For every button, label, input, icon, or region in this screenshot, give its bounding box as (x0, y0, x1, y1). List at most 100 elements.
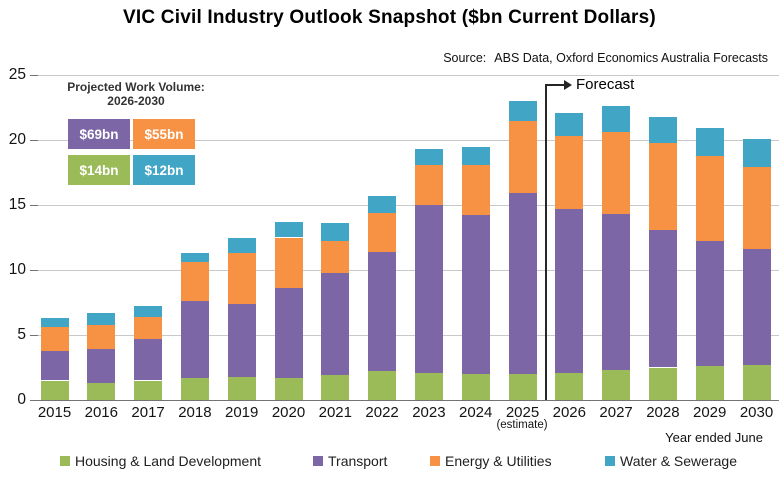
bar-segment-2025-energy-utilities (508, 120, 537, 194)
y-axis-tick-20 (30, 139, 38, 141)
legend: Housing & Land Development Transport Energ… (0, 453, 779, 475)
bar-segment-2023-transport (414, 205, 443, 373)
x-axis-label-2027: 2027 (599, 404, 633, 421)
x-axis-label-2015: 2015 (37, 404, 72, 421)
projected-volume-line1: Projected Work Volume: (67, 80, 205, 94)
y-axis-tick-5 (30, 334, 38, 336)
gridline-5 (38, 334, 779, 336)
x-axis-label-2024: 2024 (459, 404, 493, 421)
projected-box-transport: $69bn (68, 119, 130, 149)
bar-segment-2024-water-sewerage (461, 146, 490, 165)
bar-segment-2024-energy-utilities (461, 164, 490, 216)
bar-segment-2027-water-sewerage (602, 106, 631, 133)
bar-segment-2027-energy-utilities (602, 132, 631, 215)
x-axis-label-2030: 2030 (739, 404, 774, 421)
legend-label-transport: Transport (328, 453, 388, 469)
gridline-25 (38, 74, 779, 76)
legend-label-housing-land-development: Housing & Land Development (75, 453, 262, 469)
estimate-note: (estimate) (496, 419, 548, 431)
bar-segment-2016-transport (87, 349, 116, 384)
projected-box-water-sewerage: $12bn (133, 155, 195, 185)
bar-segment-2030-energy-utilities (742, 167, 771, 250)
y-axis-label-0: 0 (17, 391, 26, 408)
bar-segment-2027-transport (602, 214, 631, 371)
x-axis-label-2017: 2017 (131, 404, 165, 421)
legend-label-energy-utilities: Energy & Utilities (445, 453, 552, 469)
legend-swatch-transport (313, 456, 323, 466)
bar-segment-2022-housing-land-development (368, 371, 397, 400)
bar-segment-2015-housing-land-development (40, 380, 69, 400)
bar-segment-2025-water-sewerage (508, 101, 537, 121)
y-axis-label-10: 10 (8, 261, 26, 278)
bar-segment-2022-water-sewerage (368, 195, 397, 213)
projected-volume-note: Projected Work Volume: 2026-2030 (46, 80, 226, 108)
bar-segment-2026-transport (555, 208, 584, 373)
bar-segment-2020-energy-utilities (274, 237, 303, 289)
y-axis-tick-0 (30, 399, 38, 401)
forecast-label: Forecast (576, 76, 635, 93)
bar-segment-2026-housing-land-development (555, 372, 584, 400)
bar-segment-2021-water-sewerage (321, 223, 350, 242)
bar-segment-2022-energy-utilities (368, 212, 397, 252)
bar-segment-2022-transport (368, 251, 397, 372)
bar-segment-2027-housing-land-development (602, 370, 631, 400)
bar-segment-2028-housing-land-development (648, 367, 677, 400)
gridline-15 (38, 204, 779, 206)
bar-segment-2028-transport (648, 229, 677, 368)
source-text: ABS Data, Oxford Economics Australia For… (494, 51, 768, 65)
bar-segment-2017-water-sewerage (134, 306, 163, 317)
y-axis-tick-15 (30, 204, 38, 206)
legend-swatch-housing-land-development (60, 456, 70, 466)
bar-segment-2019-energy-utilities (227, 253, 256, 304)
projected-box-energy-utilities: $55bn (133, 119, 195, 149)
bar-segment-2017-housing-land-development (134, 380, 163, 400)
bar-segment-2029-water-sewerage (695, 128, 724, 156)
bar-segment-2021-housing-land-development (321, 375, 350, 400)
bar-segment-2024-transport (461, 215, 490, 374)
x-axis-label-2018: 2018 (178, 404, 212, 421)
x-axis-label-2025: 2025 (505, 404, 540, 421)
x-axis-line (38, 399, 779, 401)
gridline-20 (38, 139, 779, 141)
bar-segment-2026-energy-utilities (555, 136, 584, 209)
page-title: VIC Civil Industry Outlook Snapshot ($bn… (123, 7, 656, 28)
bar-segment-2015-energy-utilities (40, 327, 69, 351)
bar-segment-2025-housing-land-development (508, 374, 537, 400)
bar-segment-2023-energy-utilities (414, 164, 443, 205)
bar-segment-2019-water-sewerage (227, 237, 256, 254)
source-note: Source: ABS Data, Oxford Economics Austra… (443, 51, 768, 65)
bar-segment-2023-housing-land-development (414, 372, 443, 400)
bar-segment-2018-transport (180, 301, 209, 378)
bar-segment-2029-housing-land-development (695, 366, 724, 400)
bar-segment-2026-water-sewerage (555, 112, 584, 137)
bar-segment-2021-energy-utilities (321, 241, 350, 273)
bar-segment-2018-water-sewerage (180, 253, 209, 263)
bar-segment-2016-water-sewerage (87, 312, 116, 325)
y-axis-label-15: 15 (8, 196, 26, 213)
bar-segment-2019-transport (227, 303, 256, 377)
legend-item-water-sewerage: Water & Sewerage (605, 453, 737, 469)
bar-segment-2015-transport (40, 350, 69, 381)
projected-grid: $69bn $55bn $14bn $12bn (68, 119, 195, 185)
bar-segment-2016-housing-land-development (87, 383, 116, 400)
bar-segment-2030-transport (742, 249, 771, 365)
legend-item-housing-land-development: Housing & Land Development (60, 453, 261, 469)
bar-segment-2029-transport (695, 241, 724, 367)
bar-segment-2020-transport (274, 288, 303, 378)
legend-item-transport: Transport (313, 453, 387, 469)
bar-segment-2025-transport (508, 193, 537, 374)
x-axis-label-2023: 2023 (412, 404, 446, 421)
x-axis-label-2016: 2016 (84, 404, 118, 421)
bar-segment-2020-water-sewerage (274, 221, 303, 238)
x-axis-label-2022: 2022 (365, 404, 399, 421)
gridline-10 (38, 269, 779, 271)
y-axis-tick-10 (30, 269, 38, 271)
bar-segment-2018-energy-utilities (180, 262, 209, 302)
bar-segment-2028-water-sewerage (648, 116, 677, 143)
y-axis-label-25: 25 (8, 66, 26, 83)
bar-segment-2019-housing-land-development (227, 376, 256, 400)
bar-segment-2030-water-sewerage (742, 138, 771, 168)
bar-segment-2030-housing-land-development (742, 364, 771, 400)
bar-segment-2021-transport (321, 272, 350, 376)
